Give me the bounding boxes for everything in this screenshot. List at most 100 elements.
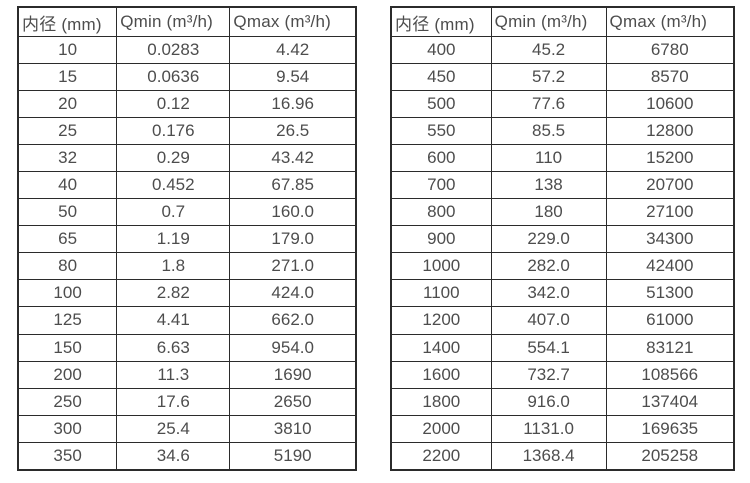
header-row: 内径 (mm) Qmin (m³/h) Qmax (m³/h) — [17, 6, 357, 37]
diameter-cell: 550 — [390, 117, 492, 146]
table-row: 80 1.8 271.0 — [17, 252, 357, 281]
diameter-cell: 1100 — [390, 279, 492, 308]
qmax-cell: 160.0 — [229, 198, 357, 227]
header-row: 内径 (mm) Qmin (m³/h) Qmax (m³/h) — [390, 6, 735, 37]
table-row: 550 85.5 12800 — [390, 117, 735, 146]
table-row: 1800 916.0 137404 — [390, 387, 735, 416]
qmin-cell: 45.2 — [490, 35, 607, 65]
qmin-cell: 342.0 — [490, 279, 607, 308]
qmin-cell: 0.452 — [116, 171, 231, 200]
col-header-diameter: 内径 (mm) — [390, 6, 492, 37]
qmax-cell: 179.0 — [229, 225, 357, 254]
diameter-cell: 450 — [390, 63, 492, 92]
table-row: 300 25.4 3810 — [17, 414, 357, 443]
qmin-cell: 1.8 — [116, 252, 231, 281]
qmax-cell: 26.5 — [229, 117, 357, 146]
qmin-cell: 229.0 — [490, 225, 607, 254]
table-row: 50 0.7 160.0 — [17, 198, 357, 227]
table-row: 25 0.176 26.5 — [17, 117, 357, 146]
col-header-qmin: Qmin (m³/h) — [490, 6, 607, 37]
diameter-cell: 100 — [17, 279, 118, 308]
diameter-cell: 300 — [17, 414, 118, 443]
diameter-cell: 40 — [17, 171, 118, 200]
qmin-cell: 2.82 — [116, 279, 231, 308]
diameter-cell: 200 — [17, 360, 118, 389]
qmax-cell: 67.85 — [229, 171, 357, 200]
diameter-cell: 2200 — [390, 441, 492, 471]
table-row: 700 138 20700 — [390, 171, 735, 200]
qmax-cell: 5190 — [229, 441, 357, 471]
qmax-cell: 4.42 — [229, 35, 357, 65]
table-body: 10 0.0283 4.42 15 0.0636 9.54 20 0.12 16.96 25 0.1… — [17, 35, 357, 471]
qmax-cell: 16.96 — [229, 90, 357, 119]
table-row: 15 0.0636 9.54 — [17, 63, 357, 92]
table-header: 内径 (mm) Qmin (m³/h) Qmax (m³/h) — [390, 6, 735, 37]
qmax-cell: 10600 — [605, 90, 735, 119]
qmin-cell: 4.41 — [116, 306, 231, 335]
qmin-cell: 180 — [490, 198, 607, 227]
qmin-cell: 1131.0 — [490, 414, 607, 443]
qmin-cell: 0.7 — [116, 198, 231, 227]
flow-table-small-diameters: 内径 (mm) Qmin (m³/h) Qmax (m³/h) 10 0.0283… — [17, 6, 357, 471]
qmax-cell: 662.0 — [229, 306, 357, 335]
diameter-cell: 80 — [17, 252, 118, 281]
table-row: 1100 342.0 51300 — [390, 279, 735, 308]
flow-table-large-diameters: 内径 (mm) Qmin (m³/h) Qmax (m³/h) 400 45.2 6… — [390, 6, 735, 471]
qmin-cell: 25.4 — [116, 414, 231, 443]
table-row: 10 0.0283 4.42 — [17, 35, 357, 65]
table-row: 32 0.29 43.42 — [17, 144, 357, 173]
table-row: 200 11.3 1690 — [17, 360, 357, 389]
qmax-cell: 137404 — [605, 387, 735, 416]
qmin-cell: 17.6 — [116, 387, 231, 416]
diameter-cell: 2000 — [390, 414, 492, 443]
qmax-cell: 271.0 — [229, 252, 357, 281]
qmin-cell: 0.12 — [116, 90, 231, 119]
qmax-cell: 34300 — [605, 225, 735, 254]
qmax-cell: 42400 — [605, 252, 735, 281]
qmin-cell: 57.2 — [490, 63, 607, 92]
diameter-cell: 10 — [17, 35, 118, 65]
qmin-cell: 554.1 — [490, 333, 607, 362]
diameter-cell: 15 — [17, 63, 118, 92]
qmax-cell: 8570 — [605, 63, 735, 92]
qmax-cell: 954.0 — [229, 333, 357, 362]
diameter-cell: 50 — [17, 198, 118, 227]
diameter-cell: 400 — [390, 35, 492, 65]
diameter-cell: 32 — [17, 144, 118, 173]
diameter-cell: 65 — [17, 225, 118, 254]
table-row: 600 110 15200 — [390, 144, 735, 173]
diameter-cell: 900 — [390, 225, 492, 254]
qmin-cell: 77.6 — [490, 90, 607, 119]
qmax-cell: 205258 — [605, 441, 735, 471]
qmax-cell: 3810 — [229, 414, 357, 443]
diameter-cell: 1800 — [390, 387, 492, 416]
table-row: 500 77.6 10600 — [390, 90, 735, 119]
table-row: 125 4.41 662.0 — [17, 306, 357, 335]
qmin-cell: 34.6 — [116, 441, 231, 471]
diameter-cell: 1400 — [390, 333, 492, 362]
table-row: 400 45.2 6780 — [390, 35, 735, 65]
diameter-cell: 800 — [390, 198, 492, 227]
table-row: 1400 554.1 83121 — [390, 333, 735, 362]
diameter-cell: 150 — [17, 333, 118, 362]
diameter-cell: 1000 — [390, 252, 492, 281]
qmin-cell: 282.0 — [490, 252, 607, 281]
qmin-cell: 916.0 — [490, 387, 607, 416]
table-row: 2000 1131.0 169635 — [390, 414, 735, 443]
qmax-cell: 12800 — [605, 117, 735, 146]
flow-rate-tables: 内径 (mm) Qmin (m³/h) Qmax (m³/h) 10 0.0283… — [17, 6, 735, 471]
qmin-cell: 407.0 — [490, 306, 607, 335]
qmin-cell: 0.29 — [116, 144, 231, 173]
table-row: 800 180 27100 — [390, 198, 735, 227]
table-row: 20 0.12 16.96 — [17, 90, 357, 119]
qmax-cell: 27100 — [605, 198, 735, 227]
diameter-cell: 1600 — [390, 360, 492, 389]
qmin-cell: 6.63 — [116, 333, 231, 362]
qmin-cell: 0.0636 — [116, 63, 231, 92]
qmax-cell: 61000 — [605, 306, 735, 335]
table-row: 350 34.6 5190 — [17, 441, 357, 471]
table-row: 450 57.2 8570 — [390, 63, 735, 92]
qmax-cell: 51300 — [605, 279, 735, 308]
qmax-cell: 6780 — [605, 35, 735, 65]
qmin-cell: 110 — [490, 144, 607, 173]
